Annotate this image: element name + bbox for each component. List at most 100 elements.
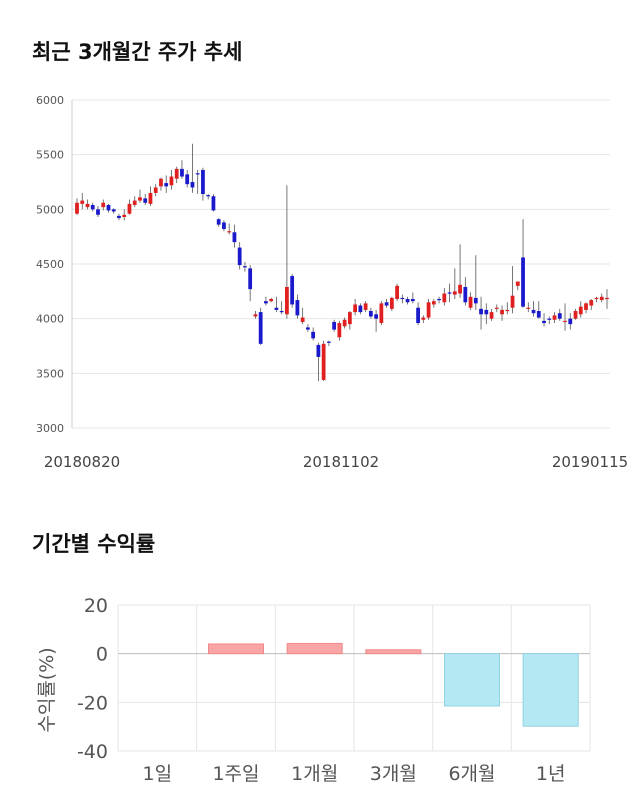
candle-body [106, 204, 111, 211]
candle-body [211, 196, 216, 211]
candle-body [368, 311, 373, 317]
candle-body [379, 303, 384, 324]
candle-body [285, 286, 289, 315]
candle-body [295, 300, 300, 316]
candle-body [563, 320, 567, 323]
candle-body [195, 173, 200, 175]
candle-body [489, 312, 494, 319]
candle-body [421, 317, 426, 320]
return-category-label: 1개월 [291, 763, 338, 785]
candle-body [332, 321, 337, 330]
return-bar [286, 642, 343, 655]
candle-body [473, 297, 478, 304]
candle-body [594, 297, 599, 300]
candle-body [437, 298, 441, 301]
candle-body [80, 200, 85, 204]
price-y-tick-label: 4500 [36, 258, 64, 271]
candle-body [90, 204, 95, 210]
candle-body [326, 341, 331, 343]
candle-body [75, 202, 79, 214]
candle-body [253, 314, 258, 317]
candle-body [117, 215, 121, 219]
candle-body [164, 183, 169, 187]
candle-body [552, 315, 557, 320]
candle-body [153, 187, 158, 193]
candle-body [426, 302, 431, 318]
price-y-tick-label: 5000 [36, 203, 64, 216]
candle-body [526, 307, 531, 309]
return-bar [522, 653, 579, 727]
candle-body [243, 266, 247, 268]
candle-body [494, 307, 499, 309]
candle-body [290, 276, 295, 305]
candle-body [347, 312, 352, 325]
candle-body [405, 298, 410, 303]
candle-body [174, 168, 179, 179]
candle-body [337, 323, 342, 338]
candle-body [447, 292, 452, 294]
candle-body [479, 308, 483, 315]
candle-body [300, 317, 305, 322]
return-y-tick-label: -20 [77, 692, 108, 714]
candle-body [416, 307, 420, 324]
candle-body [316, 344, 321, 357]
candle-body [127, 203, 132, 214]
return-y-tick-label: -40 [77, 741, 108, 763]
candle-body [258, 312, 263, 344]
candle-body [101, 202, 106, 208]
price-y-tick-label: 3500 [36, 367, 64, 380]
candle-body [484, 309, 489, 315]
candle-body [274, 307, 279, 310]
candle-body [589, 300, 594, 306]
candle-body [605, 297, 609, 300]
candle-body [185, 174, 190, 185]
candle-body [206, 195, 211, 197]
candle-body [374, 314, 378, 319]
candle-body [169, 176, 174, 186]
candle-body [111, 209, 116, 212]
candle-body [395, 285, 399, 299]
candle-body [557, 313, 562, 319]
candle-body [452, 291, 457, 295]
candle-body [521, 257, 525, 307]
candle-body [578, 306, 583, 315]
candle-body [400, 297, 405, 300]
candle-body [363, 303, 368, 310]
price-y-tick-label: 5500 [36, 149, 64, 162]
candle-body [148, 192, 153, 204]
return-y-tick-label: 0 [96, 644, 108, 666]
candle-body [227, 231, 232, 233]
candle-body [311, 331, 316, 339]
return-bar [443, 653, 501, 707]
price-x-tick-label: 20181102 [303, 453, 379, 471]
price-candlestick-chart: 6000 5500 5000 4500 4000 3500 3000 20180820 2018… [36, 94, 628, 471]
candle-body [201, 169, 205, 195]
return-y-tick-label: 20 [84, 595, 108, 617]
candle-body [468, 296, 473, 308]
candle-body [279, 311, 284, 313]
candle-body [573, 311, 578, 319]
candle-body [536, 311, 541, 318]
candle-body [122, 214, 127, 217]
candle-body [306, 327, 310, 330]
candle-body [248, 268, 253, 290]
price-x-tick-label: 20190115 [552, 453, 628, 471]
price-y-tick-label: 4000 [36, 313, 64, 326]
candle-body [358, 305, 363, 313]
candle-body [531, 309, 536, 314]
candle-body [463, 286, 468, 303]
candle-body [568, 318, 573, 325]
candle-body [237, 247, 242, 266]
candle-body [342, 319, 347, 327]
return-category-label: 3개월 [370, 763, 417, 785]
candle-body [384, 302, 389, 306]
candle-body [500, 309, 504, 315]
candle-body [510, 295, 515, 308]
candle-body [180, 168, 184, 177]
return-category-label: 1일 [143, 763, 173, 785]
candle-body [458, 284, 462, 294]
candle-body [515, 281, 520, 286]
return-category-label: 6개월 [448, 763, 495, 785]
candle-body [442, 293, 447, 303]
